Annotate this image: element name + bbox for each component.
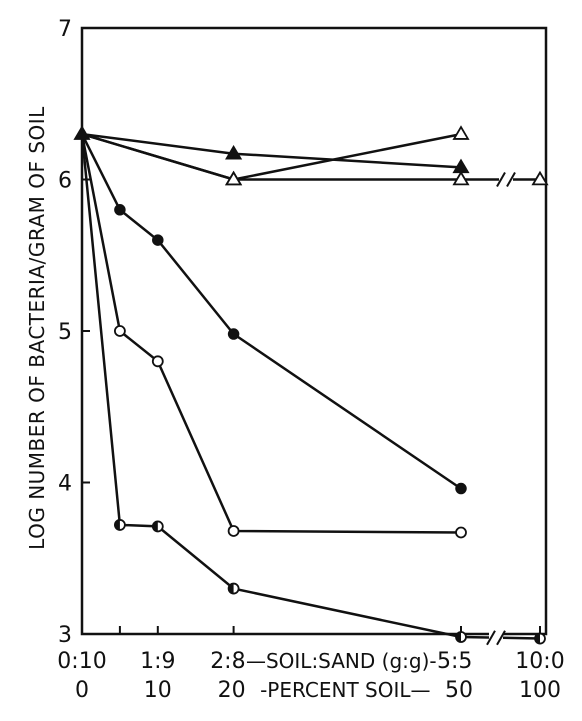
data-point-filled-circle	[227, 328, 240, 340]
x-tick-label-ratio: 0:10	[57, 649, 106, 674]
series-line	[80, 133, 462, 490]
x-tick-label-percent: 0	[75, 678, 89, 703]
axis-break-mark	[506, 172, 516, 187]
x-tick-label-percent: 100	[519, 678, 561, 703]
data-point-half-circle-fill	[228, 583, 234, 594]
series-layer	[73, 125, 549, 648]
data-point-open-triangle	[531, 170, 549, 186]
x-tick-label-ratio: 5:5	[437, 649, 472, 674]
x-axis-label-ratio: —SOIL:SAND (g:g)-	[246, 649, 437, 673]
data-point-open-triangle	[452, 170, 470, 186]
data-point-filled-circle	[114, 204, 126, 216]
data-point-half-circle-fill	[114, 519, 120, 530]
axis-break-mark	[496, 630, 506, 646]
x-tick-label-ratio: 10:0	[515, 649, 564, 674]
series-line	[80, 133, 462, 534]
y-tick-label: 4	[58, 472, 72, 497]
data-point-filled-circle	[455, 482, 467, 495]
data-point-open-circle	[455, 526, 467, 539]
y-tick-label: 5	[58, 320, 72, 345]
data-point-half-circle-fill	[456, 632, 461, 643]
x-tick-label-percent: 50	[445, 678, 473, 703]
data-point-filled-triangle	[225, 144, 243, 160]
series-line	[81, 132, 540, 181]
axis-break-mark	[496, 172, 506, 187]
x-tick-label-ratio: 2:8	[210, 649, 245, 674]
data-point-open-circle	[151, 355, 164, 368]
data-point-open-circle	[114, 325, 126, 337]
y-axis-label: LOG NUMBER OF BACTERIA/GRAM OF SOIL	[25, 106, 49, 550]
y-tick-label: 3	[58, 623, 72, 648]
x-tick-label-percent: 10	[144, 678, 172, 703]
data-point-filled-triangle	[73, 125, 91, 140]
x-tick-label-percent: 20	[218, 678, 246, 703]
axis-break-gap	[499, 169, 513, 190]
data-point-open-triangle	[225, 170, 243, 186]
series-line	[80, 133, 541, 640]
data-point-open-triangle	[452, 125, 470, 140]
axes-layer	[80, 26, 548, 636]
text-layer: LOG NUMBER OF BACTERIA/GRAM OF SOIL 3 4 5 6…	[25, 17, 565, 703]
plot-frame	[80, 26, 548, 636]
y-tick-label: 6	[58, 169, 72, 194]
x-tick-label-ratio: 1:9	[140, 649, 175, 674]
y-tick-label: 7	[58, 17, 72, 42]
axis-break-gap	[489, 627, 503, 648]
data-point-half-circle-fill	[152, 521, 158, 532]
data-point-half-circle-fill	[535, 633, 540, 644]
axis-break-mark	[486, 630, 496, 646]
x-axis-label-percent: -PERCENT SOIL—	[260, 678, 430, 702]
data-point-open-circle	[227, 525, 240, 537]
data-point-filled-circle	[152, 234, 164, 246]
